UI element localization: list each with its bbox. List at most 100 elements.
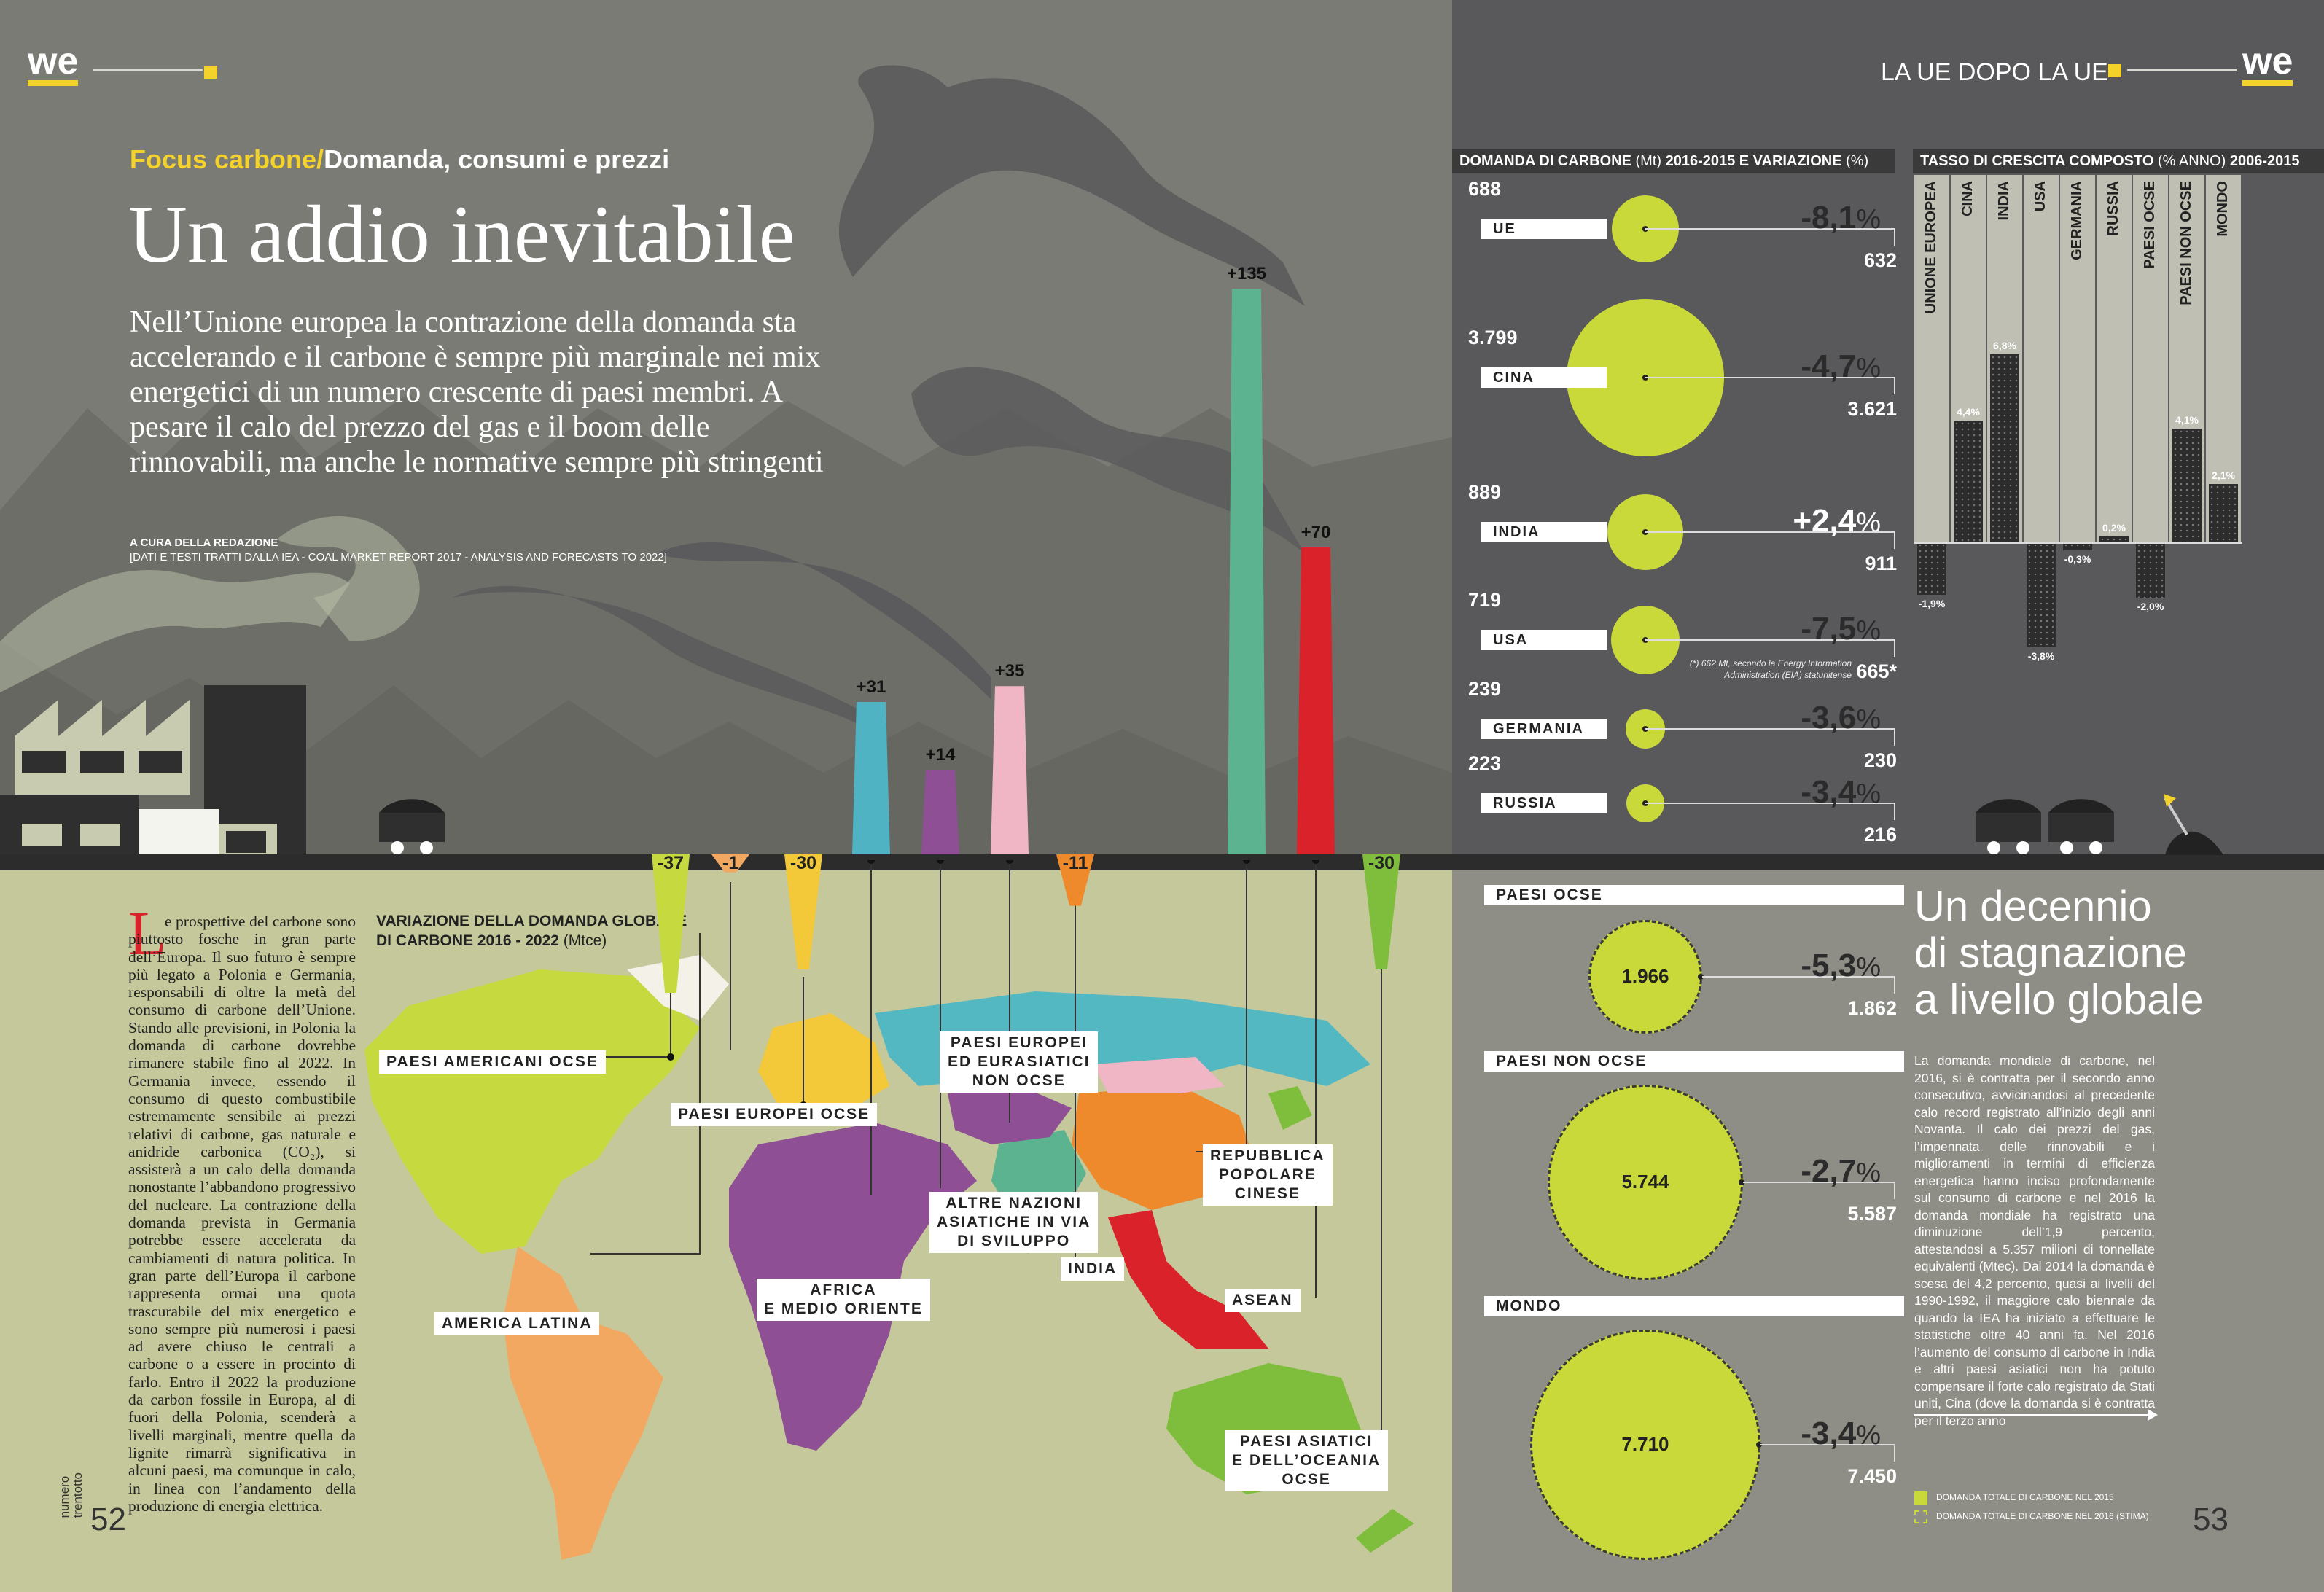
growth-bar-value: -3,8%: [2027, 650, 2055, 663]
growth-column-bg: [2206, 175, 2241, 542]
country-label: RUSSIA: [1481, 793, 1607, 813]
legend-swatch-2016: [1914, 1510, 1927, 1523]
chimney-label: +14: [925, 744, 956, 765]
percent-sign: %: [1856, 952, 1881, 983]
percent-sign: %: [1856, 615, 1881, 646]
demand-footnote: (*) 662 Mt, secondo la Energy Informatio…: [1689, 658, 1852, 680]
region-india: INDIA: [1061, 1257, 1125, 1281]
group-change: -2,7%: [1801, 1153, 1881, 1189]
growth-bar: [1954, 420, 1983, 542]
drop-label: -30: [789, 853, 817, 873]
percent-sign: %: [1856, 353, 1881, 383]
demand-change: +2,4%: [1793, 503, 1881, 539]
kicker: Focus carbone/Domanda, consumi e prezzi: [130, 144, 669, 175]
demand-2016-value: 216: [1863, 824, 1897, 846]
percent-sign: %: [1856, 1158, 1881, 1188]
header-line-left: [93, 69, 203, 71]
group-2016-value: 1.862: [1847, 997, 1897, 1019]
factory-illustration: [0, 685, 306, 860]
region-asean: ASEAN: [1225, 1289, 1301, 1312]
growth-column-bg: [2133, 175, 2168, 542]
growth-column-label: RUSSIA: [2105, 181, 2121, 236]
country-label: INDIA: [1481, 522, 1607, 542]
demand-line: [1645, 728, 1894, 730]
growth-column-label: PAESI OCSE: [2142, 181, 2158, 269]
growth-column-bg: [2024, 175, 2059, 542]
growth-bar-value: 2,1%: [2212, 469, 2235, 482]
demand-line: [1645, 531, 1894, 533]
kicker-highlight: Focus carbone/: [130, 144, 324, 174]
arrow-head-icon: [2148, 1409, 2158, 1421]
demand-line: [1645, 639, 1894, 641]
global-text: La domanda mondiale di carbone, nel 2016…: [1914, 1053, 2155, 1428]
growth-column-bg: [1914, 175, 1949, 542]
demand-2016-value: 911: [1865, 553, 1897, 574]
growth-bar: [2027, 542, 2056, 648]
chimney-bar: [991, 686, 1029, 854]
region-paesi-americani-ocse: PAESI AMERICANI OCSE: [379, 1050, 606, 1074]
demand-chart-title: DOMANDA DI CARBONE (Mt) 2016-2015 E VARI…: [1452, 149, 1895, 173]
lead-paragraph: Nell’Unione europea la contrazione della…: [130, 305, 824, 479]
demand-line-tick: [1894, 531, 1895, 549]
growth-bar-value: -2,0%: [2137, 601, 2164, 612]
drop-label: -1: [722, 853, 739, 873]
coal-wagons-right: [1976, 794, 2223, 855]
group-circle-dot: [1739, 1179, 1744, 1185]
growth-column-bg: [2060, 175, 2095, 542]
demand-line-tick: [1894, 639, 1895, 657]
section-title: LA UE DOPO LA UE: [1881, 58, 2108, 86]
group-circle-dot: [1698, 974, 1704, 980]
demand-2015-value: 688: [1468, 178, 1502, 200]
demand-2015-value: 719: [1468, 589, 1502, 611]
group-2015-value: 5.744: [1621, 1171, 1669, 1193]
issue-label: numero trentotto: [58, 1472, 85, 1518]
map-chart-title: VARIAZIONE DELLA DOMANDA GLOBALE DI CARB…: [376, 911, 687, 951]
growth-bar: [2172, 429, 2202, 542]
chimney-label: +31: [856, 677, 886, 698]
page-title: Un addio inevitabile: [128, 190, 795, 280]
drop-label: -11: [1062, 853, 1088, 873]
demand-line: [1645, 228, 1894, 230]
drop-label: -37: [657, 853, 685, 873]
country-label: USA: [1481, 630, 1607, 650]
global-text-arrow: [1914, 1414, 2155, 1416]
group-change: -5,3%: [1801, 948, 1881, 983]
demand-change: -3,4%: [1801, 774, 1881, 810]
demand-change: -7,5%: [1801, 611, 1881, 647]
page-number-right: 53: [2193, 1502, 2229, 1537]
percent-sign: %: [1856, 779, 1881, 809]
growth-bar-value: 4,1%: [2175, 414, 2199, 426]
group-line: [1702, 976, 1894, 978]
chimney-label: +70: [1301, 522, 1331, 542]
demand-line-tick: [1894, 728, 1895, 746]
chimney-label: +135: [1226, 264, 1267, 284]
legend-label-2016: DOMANDA TOTALE DI CARBONE NEL 2016 (STIM…: [1936, 1511, 2149, 1521]
global-title: Un decennio di stagnazione a livello glo…: [1914, 883, 2204, 1023]
map-chart-title-line2: DI CARBONE 2016 - 2022 (Mtce): [376, 932, 607, 949]
growth-bar-value: 4,4%: [1957, 405, 1980, 418]
legend-swatch-2015: [1914, 1491, 1927, 1505]
demand-line-tick: [1894, 377, 1895, 394]
demand-2015-value: 239: [1468, 678, 1502, 700]
group-2015-value: 1.966: [1621, 965, 1669, 987]
logo-right: we: [2242, 42, 2293, 86]
kicker-rest: Domanda, consumi e prezzi: [324, 144, 670, 174]
group-2015-value: 7.710: [1621, 1433, 1669, 1455]
drop-label: -30: [1368, 853, 1395, 873]
dropcap: L: [128, 898, 167, 968]
country-label: CINA: [1481, 367, 1607, 388]
demand-change: -4,7%: [1801, 348, 1881, 384]
growth-bar-value: 0,2%: [2102, 522, 2126, 534]
group-line-tick: [1894, 976, 1895, 994]
region-asiatici-oceania: PAESI ASIATICI E DELL’OCEANIA OCSE: [1225, 1430, 1389, 1491]
group-2016-value: 7.450: [1847, 1465, 1897, 1487]
demand-line: [1645, 803, 1894, 804]
group-line: [1760, 1444, 1894, 1445]
percent-sign: %: [1856, 507, 1881, 538]
growth-column-label: PAESI NON OCSE: [2178, 181, 2194, 305]
chimney-bar: [1228, 289, 1266, 854]
region-altre-asiatiche: ALTRE NAZIONI ASIATICHE IN VIA DI SVILUP…: [929, 1192, 1099, 1253]
demand-2015-value: 3.799: [1468, 327, 1518, 348]
map-chart-title-unit: (Mtce): [563, 932, 607, 949]
group-change: -3,4%: [1801, 1416, 1881, 1451]
